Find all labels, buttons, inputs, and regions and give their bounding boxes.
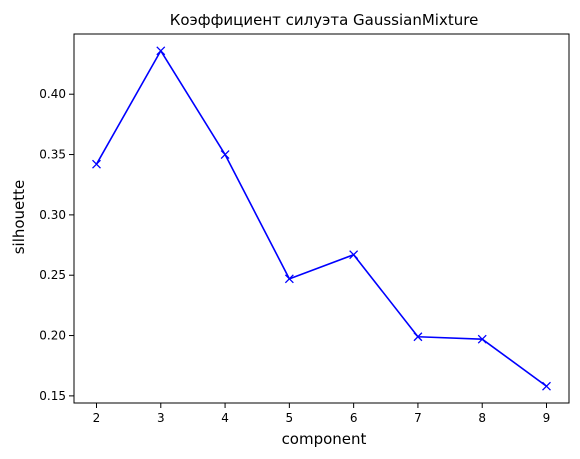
data-point-marker <box>413 332 423 342</box>
data-point-marker <box>156 46 166 56</box>
x-tick-label: 4 <box>221 411 229 425</box>
x-tick-label: 7 <box>414 411 422 425</box>
y-tick-label: 0.35 <box>39 148 66 162</box>
series-line <box>95 49 547 387</box>
y-tick-label: 0.20 <box>39 329 66 343</box>
data-point-marker <box>92 159 101 169</box>
y-tick-label: 0.25 <box>39 268 66 282</box>
x-tick-label: 8 <box>478 411 486 425</box>
y-axis-label: silhouette <box>10 180 28 255</box>
data-point-marker <box>220 150 230 160</box>
y-tick-label: 0.15 <box>39 389 66 403</box>
x-tick-label: 9 <box>543 411 551 425</box>
plot-frame <box>73 33 570 404</box>
y-tick-label: 0.30 <box>39 208 66 222</box>
y-tick-label: 0.40 <box>39 87 66 101</box>
x-tick-label: 3 <box>157 411 165 425</box>
x-tick-label: 5 <box>286 411 294 425</box>
x-axis-label: component <box>282 430 367 448</box>
data-point-marker <box>349 250 359 260</box>
data-point-marker <box>284 274 294 284</box>
x-tick-label: 2 <box>93 411 101 425</box>
data-point-marker <box>477 334 487 344</box>
x-tick-label: 6 <box>350 411 358 425</box>
data-point-marker <box>542 381 551 391</box>
plot-area: 2 3 4 5 6 7 8 9 0.15 0.20 0.25 0.30 0.35 0.40 <box>39 33 570 425</box>
chart-title: Коэффициент силуэта GaussianMixture <box>170 11 479 29</box>
